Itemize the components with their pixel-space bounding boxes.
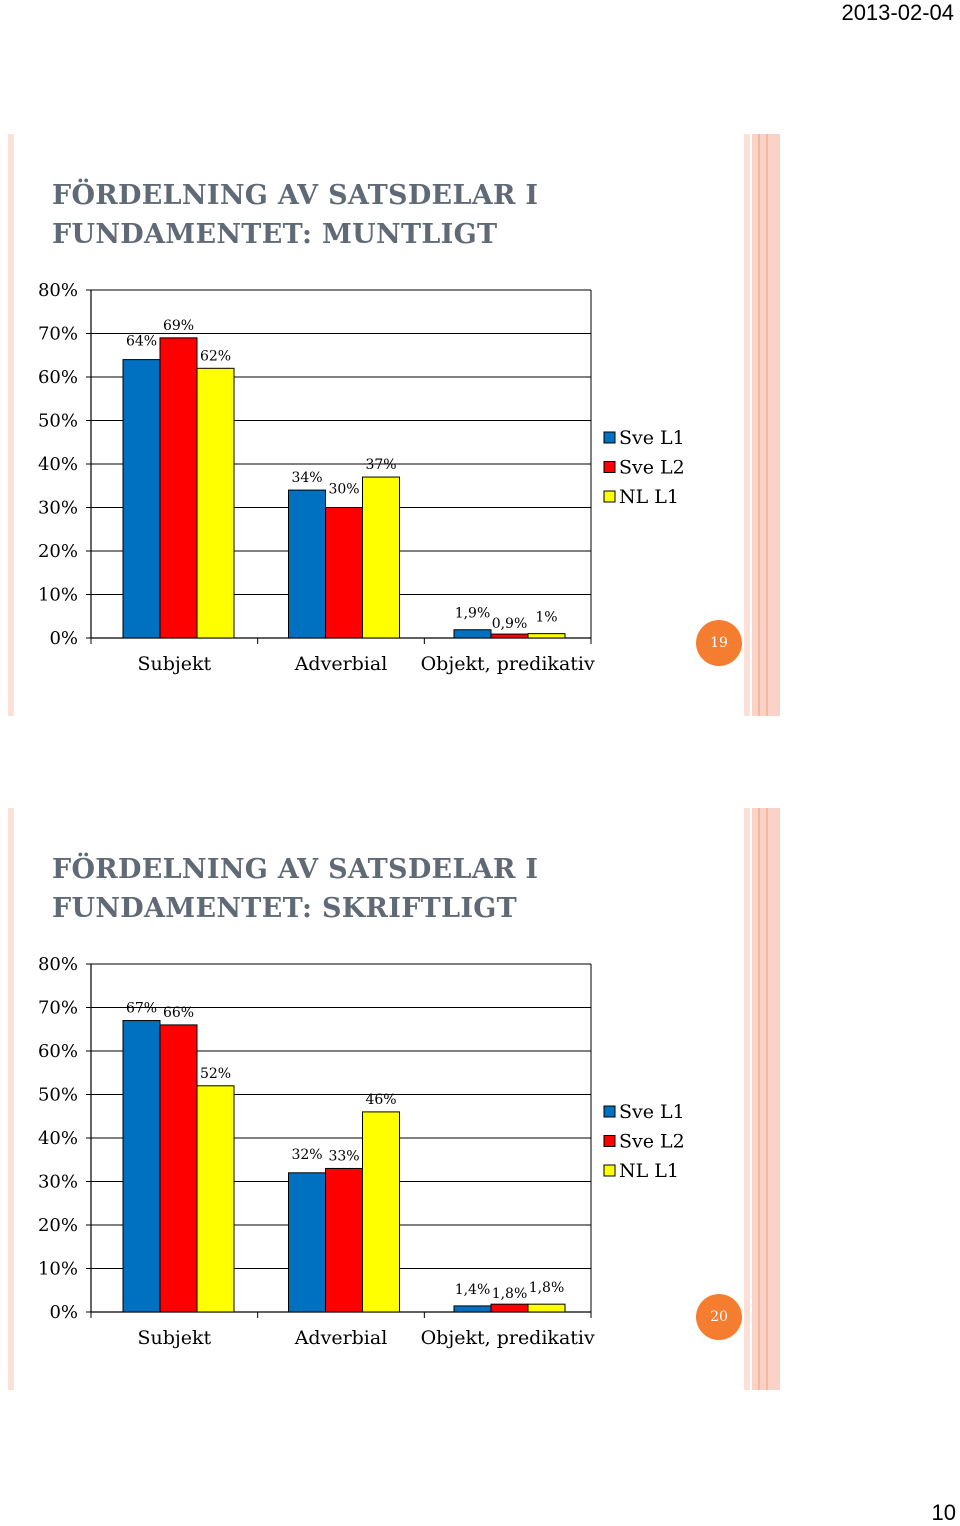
bar-nl-l1-adverbial — [362, 476, 400, 639]
slide-right-border-wide — [752, 134, 780, 716]
bar-sve-l2-objekt-predikativ — [490, 1303, 529, 1313]
bar-sve-l1-objekt-predikativ — [453, 629, 492, 639]
bar-sve-l2-subjekt — [159, 337, 198, 639]
bar-sve-l2-adverbial — [325, 1167, 363, 1313]
y-tick-label: 0% — [49, 1302, 78, 1323]
y-tick-label: 50% — [38, 1085, 78, 1106]
bar-sve-l2-adverbial — [325, 507, 363, 639]
y-tick-label: 40% — [38, 1128, 78, 1149]
data-label-nl-l1-adverbial: 37% — [365, 457, 396, 473]
legend-label-sve-l2: Sve L2 — [619, 1131, 685, 1153]
y-tick-label: 30% — [38, 498, 78, 519]
legend-swatch-sve-l2 — [603, 1135, 616, 1147]
y-tick-label: 70% — [38, 324, 78, 345]
data-label-nl-l1-objekt-predikativ: 1,8% — [529, 1280, 565, 1296]
slide-right-border-wide — [752, 808, 780, 1390]
bar-sve-l1-adverbial — [288, 489, 326, 639]
x-tick-label-subjekt: Subjekt — [137, 1327, 211, 1349]
slide-title: FÖRDELNING AV SATSDELAR I FUNDAMENTET: M… — [52, 180, 539, 250]
data-label-sve-l2-adverbial: 33% — [328, 1148, 359, 1164]
y-tick-label: 50% — [38, 411, 78, 432]
bar-sve-l1-adverbial — [288, 1172, 326, 1313]
page-number: 10 — [931, 1500, 956, 1525]
legend-label-nl-l1: NL L1 — [619, 486, 679, 508]
legend-swatch-sve-l1 — [603, 431, 616, 444]
legend-swatch-sve-l2 — [603, 461, 616, 473]
x-tick-label-subjekt: Subjekt — [137, 653, 211, 675]
slide-left-border — [8, 134, 14, 716]
slide-skriftligt: FÖRDELNING AV SATSDELAR I FUNDAMENTET: S… — [8, 808, 780, 1390]
data-label-nl-l1-subjekt: 52% — [200, 1066, 231, 1082]
bar-chart-muntligt: 0% 10% 20% 30% 40% 50% 60% 70% 80% Subjekt Adverbi… — [38, 280, 685, 675]
legend-swatch-nl-l1 — [603, 490, 616, 503]
legend-label-sve-l2: Sve L2 — [619, 457, 685, 479]
data-label-sve-l1-subjekt: 64% — [126, 334, 157, 350]
slide-number-badge: 20 — [696, 1294, 742, 1340]
bar-nl-l1-subjekt — [196, 1085, 235, 1313]
document-date: 2013-02-04 — [841, 0, 954, 25]
y-tick-label: 20% — [38, 541, 78, 562]
legend-swatch-nl-l1 — [603, 1164, 616, 1177]
bar-nl-l1-objekt-predikativ — [527, 1303, 566, 1313]
bar-chart-skriftligt: 0% 10% 20% 30% 40% 50% 60% 70% 80% Subjekt Adverbi… — [38, 954, 685, 1349]
slide-right-border — [744, 808, 750, 1390]
legend-label-sve-l1: Sve L1 — [619, 1101, 685, 1123]
y-tick-label: 10% — [38, 585, 78, 606]
y-tick-label: 10% — [38, 1259, 78, 1280]
y-tick-label: 20% — [38, 1215, 78, 1236]
x-tick-label-objekt-predikativ: Objekt, predikativ — [421, 653, 595, 675]
slide-title: FÖRDELNING AV SATSDELAR I FUNDAMENTET: S… — [52, 854, 539, 924]
bar-sve-l2-objekt-predikativ — [490, 633, 529, 639]
x-tick-label-objekt-predikativ: Objekt, predikativ — [421, 1327, 595, 1349]
x-tick-label-adverbial: Adverbial — [294, 1327, 388, 1349]
legend-label-nl-l1: NL L1 — [619, 1160, 679, 1182]
data-label-sve-l1-objekt-predikativ: 1,9% — [455, 606, 491, 622]
bar-sve-l2-subjekt — [159, 1024, 198, 1313]
y-tick-label: 80% — [38, 954, 78, 975]
y-tick-label: 0% — [49, 628, 78, 649]
y-tick-label: 70% — [38, 998, 78, 1019]
y-tick-label: 30% — [38, 1172, 78, 1193]
bar-nl-l1-adverbial — [362, 1111, 400, 1313]
data-label-nl-l1-adverbial: 46% — [365, 1092, 396, 1108]
data-label-sve-l1-adverbial: 32% — [291, 1147, 322, 1163]
slide-muntligt: FÖRDELNING AV SATSDELAR I FUNDAMENTET: M… — [8, 134, 780, 716]
data-label-sve-l2-objekt-predikativ: 1,8% — [492, 1286, 528, 1302]
bar-nl-l1-subjekt — [196, 367, 235, 639]
data-label-nl-l1-subjekt: 62% — [200, 348, 231, 364]
bar-sve-l1-subjekt — [122, 1020, 161, 1313]
data-label-sve-l2-adverbial: 30% — [328, 482, 359, 498]
data-label-sve-l1-adverbial: 34% — [291, 470, 322, 486]
data-label-sve-l1-subjekt: 67% — [126, 1001, 157, 1017]
slide-left-border — [8, 808, 14, 1390]
slide-number-badge: 19 — [696, 620, 742, 666]
data-label-sve-l2-subjekt: 66% — [163, 1005, 194, 1021]
x-tick-label-adverbial: Adverbial — [294, 653, 388, 675]
data-label-sve-l2-objekt-predikativ: 0,9% — [492, 616, 528, 632]
bar-sve-l1-subjekt — [122, 359, 161, 639]
bar-sve-l1-objekt-predikativ — [453, 1305, 492, 1313]
legend-swatch-sve-l1 — [603, 1105, 616, 1118]
bar-nl-l1-objekt-predikativ — [527, 633, 566, 639]
y-tick-label: 60% — [38, 367, 78, 388]
data-label-sve-l2-subjekt: 69% — [163, 318, 194, 334]
y-tick-label: 60% — [38, 1041, 78, 1062]
slide-right-border — [744, 134, 750, 716]
data-label-nl-l1-objekt-predikativ: 1% — [535, 610, 557, 626]
y-tick-label: 80% — [38, 280, 78, 301]
data-label-sve-l1-objekt-predikativ: 1,4% — [455, 1282, 491, 1298]
y-tick-label: 40% — [38, 454, 78, 475]
legend-label-sve-l1: Sve L1 — [619, 427, 685, 449]
